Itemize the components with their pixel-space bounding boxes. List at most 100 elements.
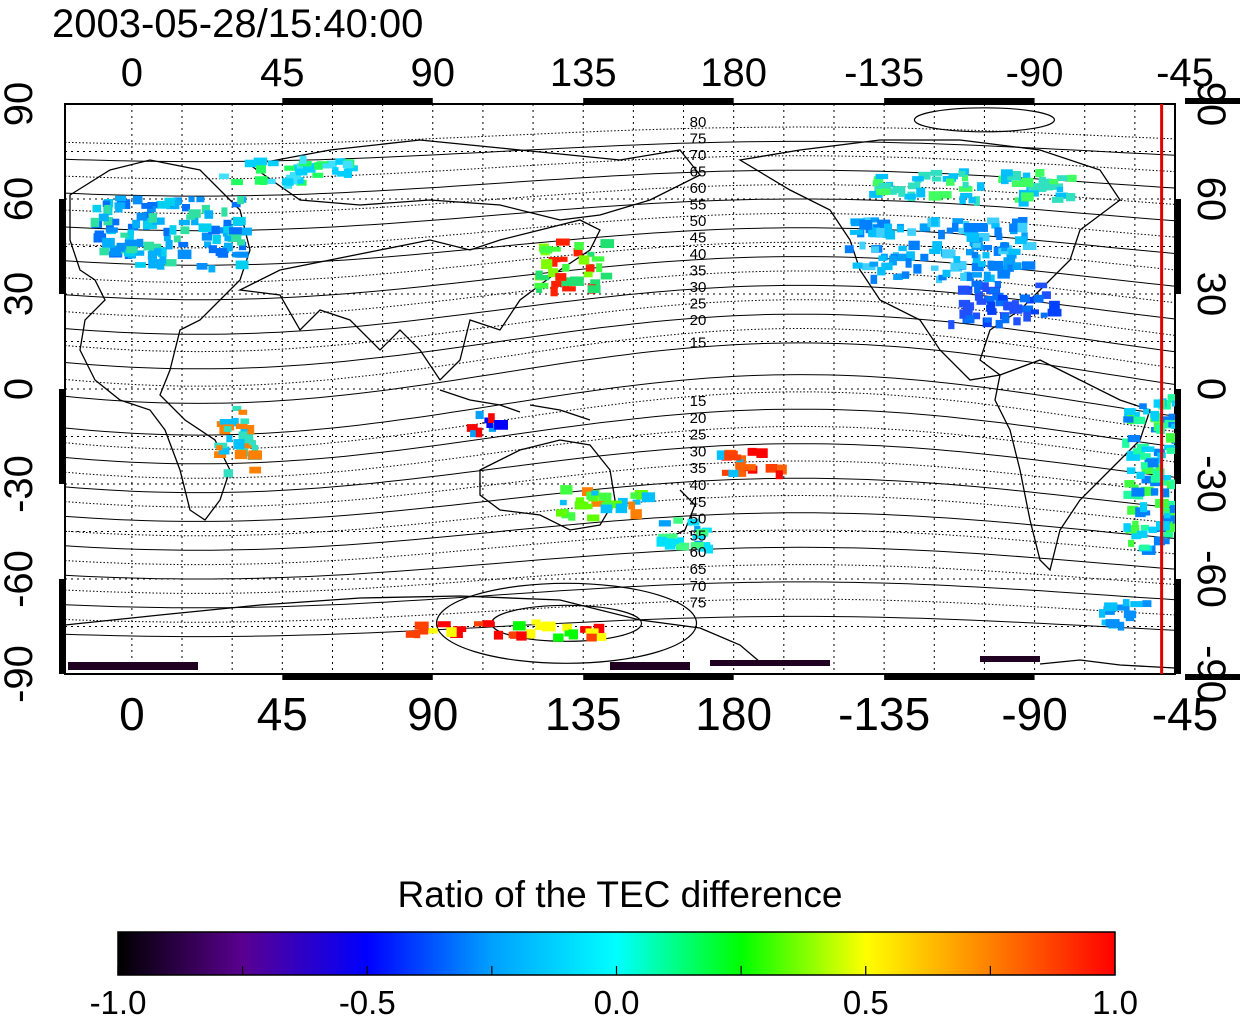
tec-cell: [1135, 507, 1146, 518]
tec-cell: [747, 447, 757, 456]
tec-cell: [871, 246, 880, 253]
tec-cell: [551, 280, 562, 287]
tec-cell: [586, 632, 597, 642]
tec-cell: [610, 662, 690, 670]
lon-tick-label: -90: [1001, 688, 1067, 740]
tec-cell: [99, 247, 110, 256]
tec-cell: [508, 631, 516, 638]
tec-cell: [562, 264, 570, 272]
tec-cell: [600, 239, 615, 249]
tec-cell: [844, 245, 854, 254]
contour-label: 45: [690, 230, 707, 247]
tec-cell: [147, 251, 156, 260]
tec-cell: [962, 181, 969, 188]
tec-cell: [116, 242, 125, 252]
tec-cell: [893, 274, 903, 280]
tec-cell: [1155, 464, 1163, 471]
tec-cell: [237, 196, 244, 205]
tec-cell: [437, 621, 451, 628]
tec-cell: [908, 240, 920, 251]
tec-cell: [1018, 217, 1028, 225]
tec-cell: [1141, 486, 1154, 496]
tec-cell: [866, 217, 880, 223]
tec-cell: [296, 177, 304, 184]
tec-cell: [942, 249, 956, 259]
tec-cell: [1171, 400, 1175, 407]
tec-cell: [231, 417, 239, 427]
tec-cell: [1030, 309, 1039, 315]
tec-cell: [534, 282, 549, 289]
bottom-longitude-labels: 0 45 90 135 180 -135 -90 -45: [119, 688, 1218, 740]
tec-cell: [126, 246, 138, 254]
lon-tick-label: -135: [844, 51, 924, 95]
lon-tick-label: 45: [257, 688, 308, 740]
tec-cell: [977, 182, 985, 191]
contour-label: 70: [690, 147, 707, 164]
tec-cell: [475, 410, 484, 420]
lat-tick-label: 60: [0, 177, 41, 222]
tec-cell: [1128, 539, 1135, 547]
tec-cell: [299, 155, 307, 165]
tec-cell: [562, 286, 576, 292]
tec-cell: [765, 464, 778, 473]
tec-cell: [592, 633, 607, 641]
magnetic-contour: [65, 126, 1175, 145]
tec-cell: [908, 182, 921, 190]
tec-cell: [562, 623, 573, 632]
tec-cell: [980, 656, 1040, 662]
tec-cell: [1067, 174, 1077, 182]
tec-cell: [591, 500, 605, 507]
tec-cell: [876, 188, 891, 196]
tec-cell: [1001, 169, 1013, 177]
tec-cell: [687, 518, 700, 526]
tec-cell: [573, 248, 583, 257]
tec-cell: [1131, 531, 1142, 540]
tec-cell: [233, 439, 245, 449]
tec-cell: [1133, 448, 1145, 457]
tec-cell: [560, 485, 573, 495]
tec-cell: [232, 405, 242, 412]
tec-cell: [219, 173, 229, 180]
tec-cell: [1180, 473, 1190, 482]
tec-cell: [952, 222, 959, 232]
tec-cell: [1123, 523, 1131, 532]
tec-cell: [215, 248, 228, 256]
contour-value-labels: 8075706560555045403530252015152025303540…: [690, 114, 707, 612]
tec-cell: [1161, 507, 1174, 514]
contour-label: 65: [690, 561, 707, 578]
tec-cell: [872, 180, 884, 186]
tec-cell: [1148, 526, 1158, 534]
tec-cell: [862, 263, 876, 271]
frame-tick-bar: [884, 674, 1035, 680]
tec-cell: [98, 213, 109, 222]
tec-cell: [906, 251, 915, 261]
tec-cell: [188, 196, 195, 203]
tec-cell: [1041, 291, 1051, 299]
tec-cell: [90, 217, 100, 227]
tec-cell: [582, 503, 593, 510]
tec-cell: [223, 224, 234, 234]
left-latitude-labels: 90 60 30 0 -30 -60 -90: [0, 82, 41, 703]
tec-cell: [1165, 433, 1175, 443]
tec-cell: [163, 234, 171, 242]
tec-cell: [1116, 604, 1130, 611]
tec-cell: [1160, 488, 1170, 498]
tec-cell: [1140, 453, 1151, 460]
tec-cell: [180, 226, 190, 235]
tec-cell: [556, 509, 568, 517]
tec-cell: [989, 288, 1000, 294]
tec-cell: [133, 250, 145, 256]
tec-cell: [196, 263, 208, 270]
contour-label: 55: [690, 197, 707, 214]
tec-cell: [104, 205, 111, 214]
frame-tick-bar: [583, 674, 734, 680]
tec-cell: [938, 274, 947, 281]
tec-cell: [939, 191, 952, 199]
tec-cell: [1123, 610, 1137, 619]
tec-cell: [919, 223, 931, 232]
tec-cell: [1055, 192, 1068, 199]
tec-cell: [242, 439, 255, 449]
lat-tick-label: -90: [0, 645, 41, 703]
tec-cell: [135, 262, 146, 268]
tec-cell: [535, 270, 543, 280]
